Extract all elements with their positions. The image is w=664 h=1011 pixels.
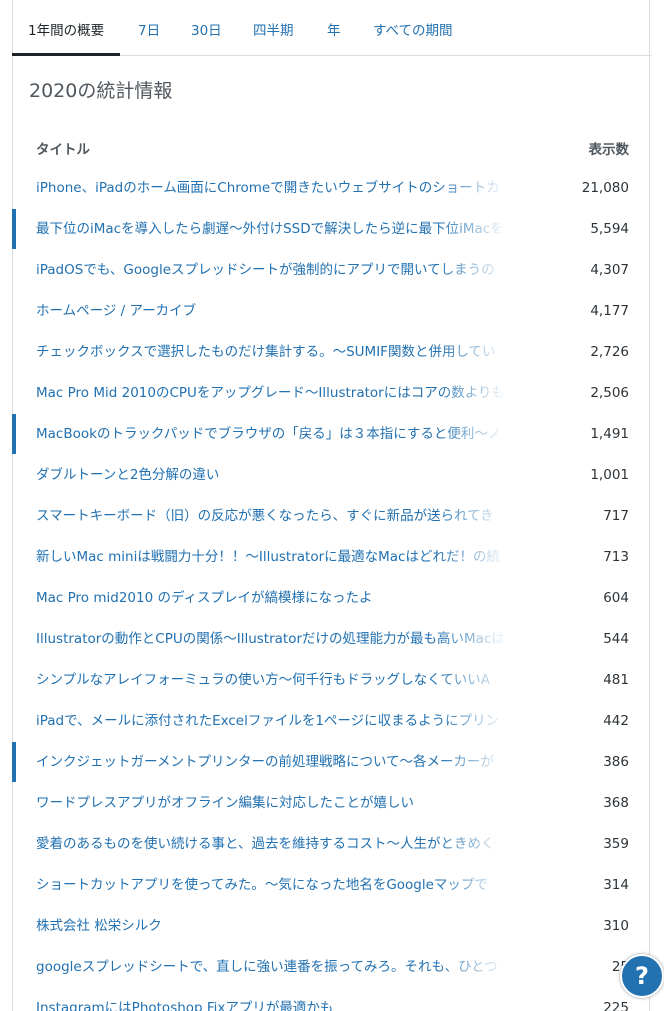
view-count: 1,001 bbox=[590, 467, 629, 483]
table-row[interactable]: 株式会社 松栄シルク 310 bbox=[12, 906, 650, 947]
view-count: 1,491 bbox=[590, 426, 629, 442]
table-row[interactable]: 最下位のiMacを導入したら劇遅〜外付けSSDで解決したら逆に最下位iMacを 5… bbox=[12, 209, 650, 250]
view-count: 717 bbox=[603, 508, 629, 524]
table-row[interactable]: Mac Pro Mid 2010のCPUをアップグレード〜Illustrator… bbox=[12, 373, 650, 414]
table-row[interactable]: iPhone、iPadのホーム画面にChromeで開きたいウェブサイトのショート… bbox=[12, 168, 650, 209]
column-header: タイトル bbox=[36, 142, 90, 158]
view-count: 386 bbox=[603, 754, 629, 770]
post-title[interactable]: 新しいMac miniは戦闘力十分！！〜Illustratorに最適なMacはど… bbox=[36, 549, 500, 565]
post-title[interactable]: ダブルトーンと2色分解の違い bbox=[36, 467, 220, 483]
table-row[interactable]: ホームページ / アーカイブ 4,177 bbox=[12, 291, 650, 332]
help-button[interactable]: ? bbox=[620, 954, 664, 998]
view-count: 359 bbox=[603, 836, 629, 852]
post-title[interactable]: インクジェットガーメントプリンターの前処理戦略について〜各メーカーが bbox=[36, 754, 495, 770]
highlight-bar bbox=[12, 414, 16, 454]
table-row[interactable]: スマートキーボード（旧）の反応が悪くなったら、すぐに新品が送られてき 717 bbox=[12, 496, 650, 537]
post-title[interactable]: スマートキーボード（旧）の反応が悪くなったら、すぐに新品が送られてき bbox=[36, 508, 494, 524]
table-row[interactable]: InstagramにはPhotoshop Fixアプリが最適かも 225 bbox=[12, 988, 650, 1011]
table-row[interactable]: ダブルトーンと2色分解の違い 1,001 bbox=[12, 455, 650, 496]
table-row[interactable]: googleスプレッドシートで、直しに強い連番を振ってみろ。それも、ひとつ 25 bbox=[12, 947, 650, 988]
view-count: 544 bbox=[603, 631, 629, 647]
view-count: 368 bbox=[603, 795, 629, 811]
heading: 2020の統計情報 bbox=[29, 80, 173, 102]
view-count: 4,307 bbox=[590, 262, 629, 278]
table-row[interactable]: iPadで、メールに添付されたExcelファイルを1ページに収まるようにプリン 4… bbox=[12, 701, 650, 742]
highlight-bar bbox=[12, 742, 16, 782]
view-count: 2,506 bbox=[590, 385, 629, 401]
view-count: 4,177 bbox=[590, 303, 629, 319]
post-title[interactable]: iPadで、メールに添付されたExcelファイルを1ページに収まるようにプリン bbox=[36, 713, 500, 729]
tab[interactable]: 7日 bbox=[138, 23, 161, 39]
post-title[interactable]: Mac Pro Mid 2010のCPUをアップグレード〜Illustrator… bbox=[36, 385, 508, 401]
post-title[interactable]: ワードプレスアプリがオフライン編集に対応したことが嬉しい bbox=[36, 795, 414, 811]
column-header: 表示数 bbox=[588, 142, 630, 158]
view-count: 481 bbox=[603, 672, 629, 688]
view-count: 713 bbox=[603, 549, 629, 565]
post-title[interactable]: 株式会社 松栄シルク bbox=[36, 918, 162, 934]
tab[interactable]: 年 bbox=[327, 23, 341, 39]
view-count: 21,080 bbox=[581, 180, 629, 196]
table-row[interactable]: ワードプレスアプリがオフライン編集に対応したことが嬉しい 368 bbox=[12, 783, 650, 824]
table-row[interactable]: インクジェットガーメントプリンターの前処理戦略について〜各メーカーが 386 bbox=[12, 742, 650, 783]
table-row[interactable]: シンプルなアレイフォーミュラの使い方〜何千行もドラッグしなくていいA 481 bbox=[12, 660, 650, 701]
table-row[interactable]: iPadOSでも、Googleスプレッドシートが強制的にアプリで開いてしまうの 4… bbox=[12, 250, 650, 291]
tab-bar: 1年間の概要 7日 30日 四半期 年 すべての期間 bbox=[12, 0, 652, 56]
post-title[interactable]: Illustratorの動作とCPUの関係〜Illustratorだけの処理能力… bbox=[36, 631, 508, 647]
tab[interactable]: 30日 bbox=[191, 23, 222, 39]
post-title[interactable]: Mac Pro mid2010 のディスプレイが縞模様になったよ bbox=[36, 590, 373, 606]
view-count: 310 bbox=[603, 918, 629, 934]
tab[interactable]: すべての期間 bbox=[373, 23, 453, 39]
table-row[interactable]: 新しいMac miniは戦闘力十分！！〜Illustratorに最適なMacはど… bbox=[12, 537, 650, 578]
highlight-bar bbox=[12, 209, 16, 249]
table-row[interactable]: Illustratorの動作とCPUの関係〜Illustratorだけの処理能力… bbox=[12, 619, 650, 660]
view-count: 5,594 bbox=[590, 221, 629, 237]
tab[interactable]: 1年間の概要 bbox=[12, 0, 121, 56]
post-title[interactable]: チェックボックスで選択したものだけ集計する。〜SUMIF関数と併用してい bbox=[36, 344, 496, 360]
table-row[interactable]: チェックボックスで選択したものだけ集計する。〜SUMIF関数と併用してい 2,72… bbox=[12, 332, 650, 373]
post-title[interactable]: ショートカットアプリを使ってみた。〜気になった地名をGoogleマップで bbox=[36, 877, 488, 893]
table-row[interactable]: 愛着のあるものを使い続ける事と、過去を維持するコスト〜人生がときめく 359 bbox=[12, 824, 650, 865]
table-row[interactable]: Mac Pro mid2010 のディスプレイが縞模様になったよ 604 bbox=[12, 578, 650, 619]
view-count: 604 bbox=[603, 590, 629, 606]
post-title[interactable]: googleスプレッドシートで、直しに強い連番を振ってみろ。それも、ひとつ bbox=[36, 959, 498, 975]
view-count: 2,726 bbox=[590, 344, 629, 360]
view-count: 225 bbox=[603, 1000, 629, 1011]
table-row[interactable]: ショートカットアプリを使ってみた。〜気になった地名をGoogleマップで 314 bbox=[12, 865, 650, 906]
post-title[interactable]: InstagramにはPhotoshop Fixアプリが最適かも bbox=[36, 1000, 334, 1011]
post-title[interactable]: 愛着のあるものを使い続ける事と、過去を維持するコスト〜人生がときめく bbox=[36, 836, 495, 852]
view-count: 314 bbox=[603, 877, 629, 893]
post-title[interactable]: シンプルなアレイフォーミュラの使い方〜何千行もドラッグしなくていいA bbox=[36, 672, 490, 688]
post-title[interactable]: iPhone、iPadのホーム画面にChromeで開きたいウェブサイトのショート… bbox=[36, 180, 500, 196]
post-title[interactable]: ホームページ / アーカイブ bbox=[36, 303, 197, 319]
post-title[interactable]: MacBookのトラックパッドでブラウザの「戻る」は３本指にすると便利〜ノ bbox=[36, 426, 502, 442]
table-row[interactable]: MacBookのトラックパッドでブラウザの「戻る」は３本指にすると便利〜ノ 1,4… bbox=[12, 414, 650, 455]
post-title[interactable]: iPadOSでも、Googleスプレッドシートが強制的にアプリで開いてしまうの bbox=[36, 262, 495, 278]
post-title[interactable]: 最下位のiMacを導入したら劇遅〜外付けSSDで解決したら逆に最下位iMacを bbox=[36, 221, 504, 237]
tab[interactable]: 四半期 bbox=[253, 23, 294, 39]
view-count: 442 bbox=[603, 713, 629, 729]
card bbox=[12, 0, 650, 1011]
